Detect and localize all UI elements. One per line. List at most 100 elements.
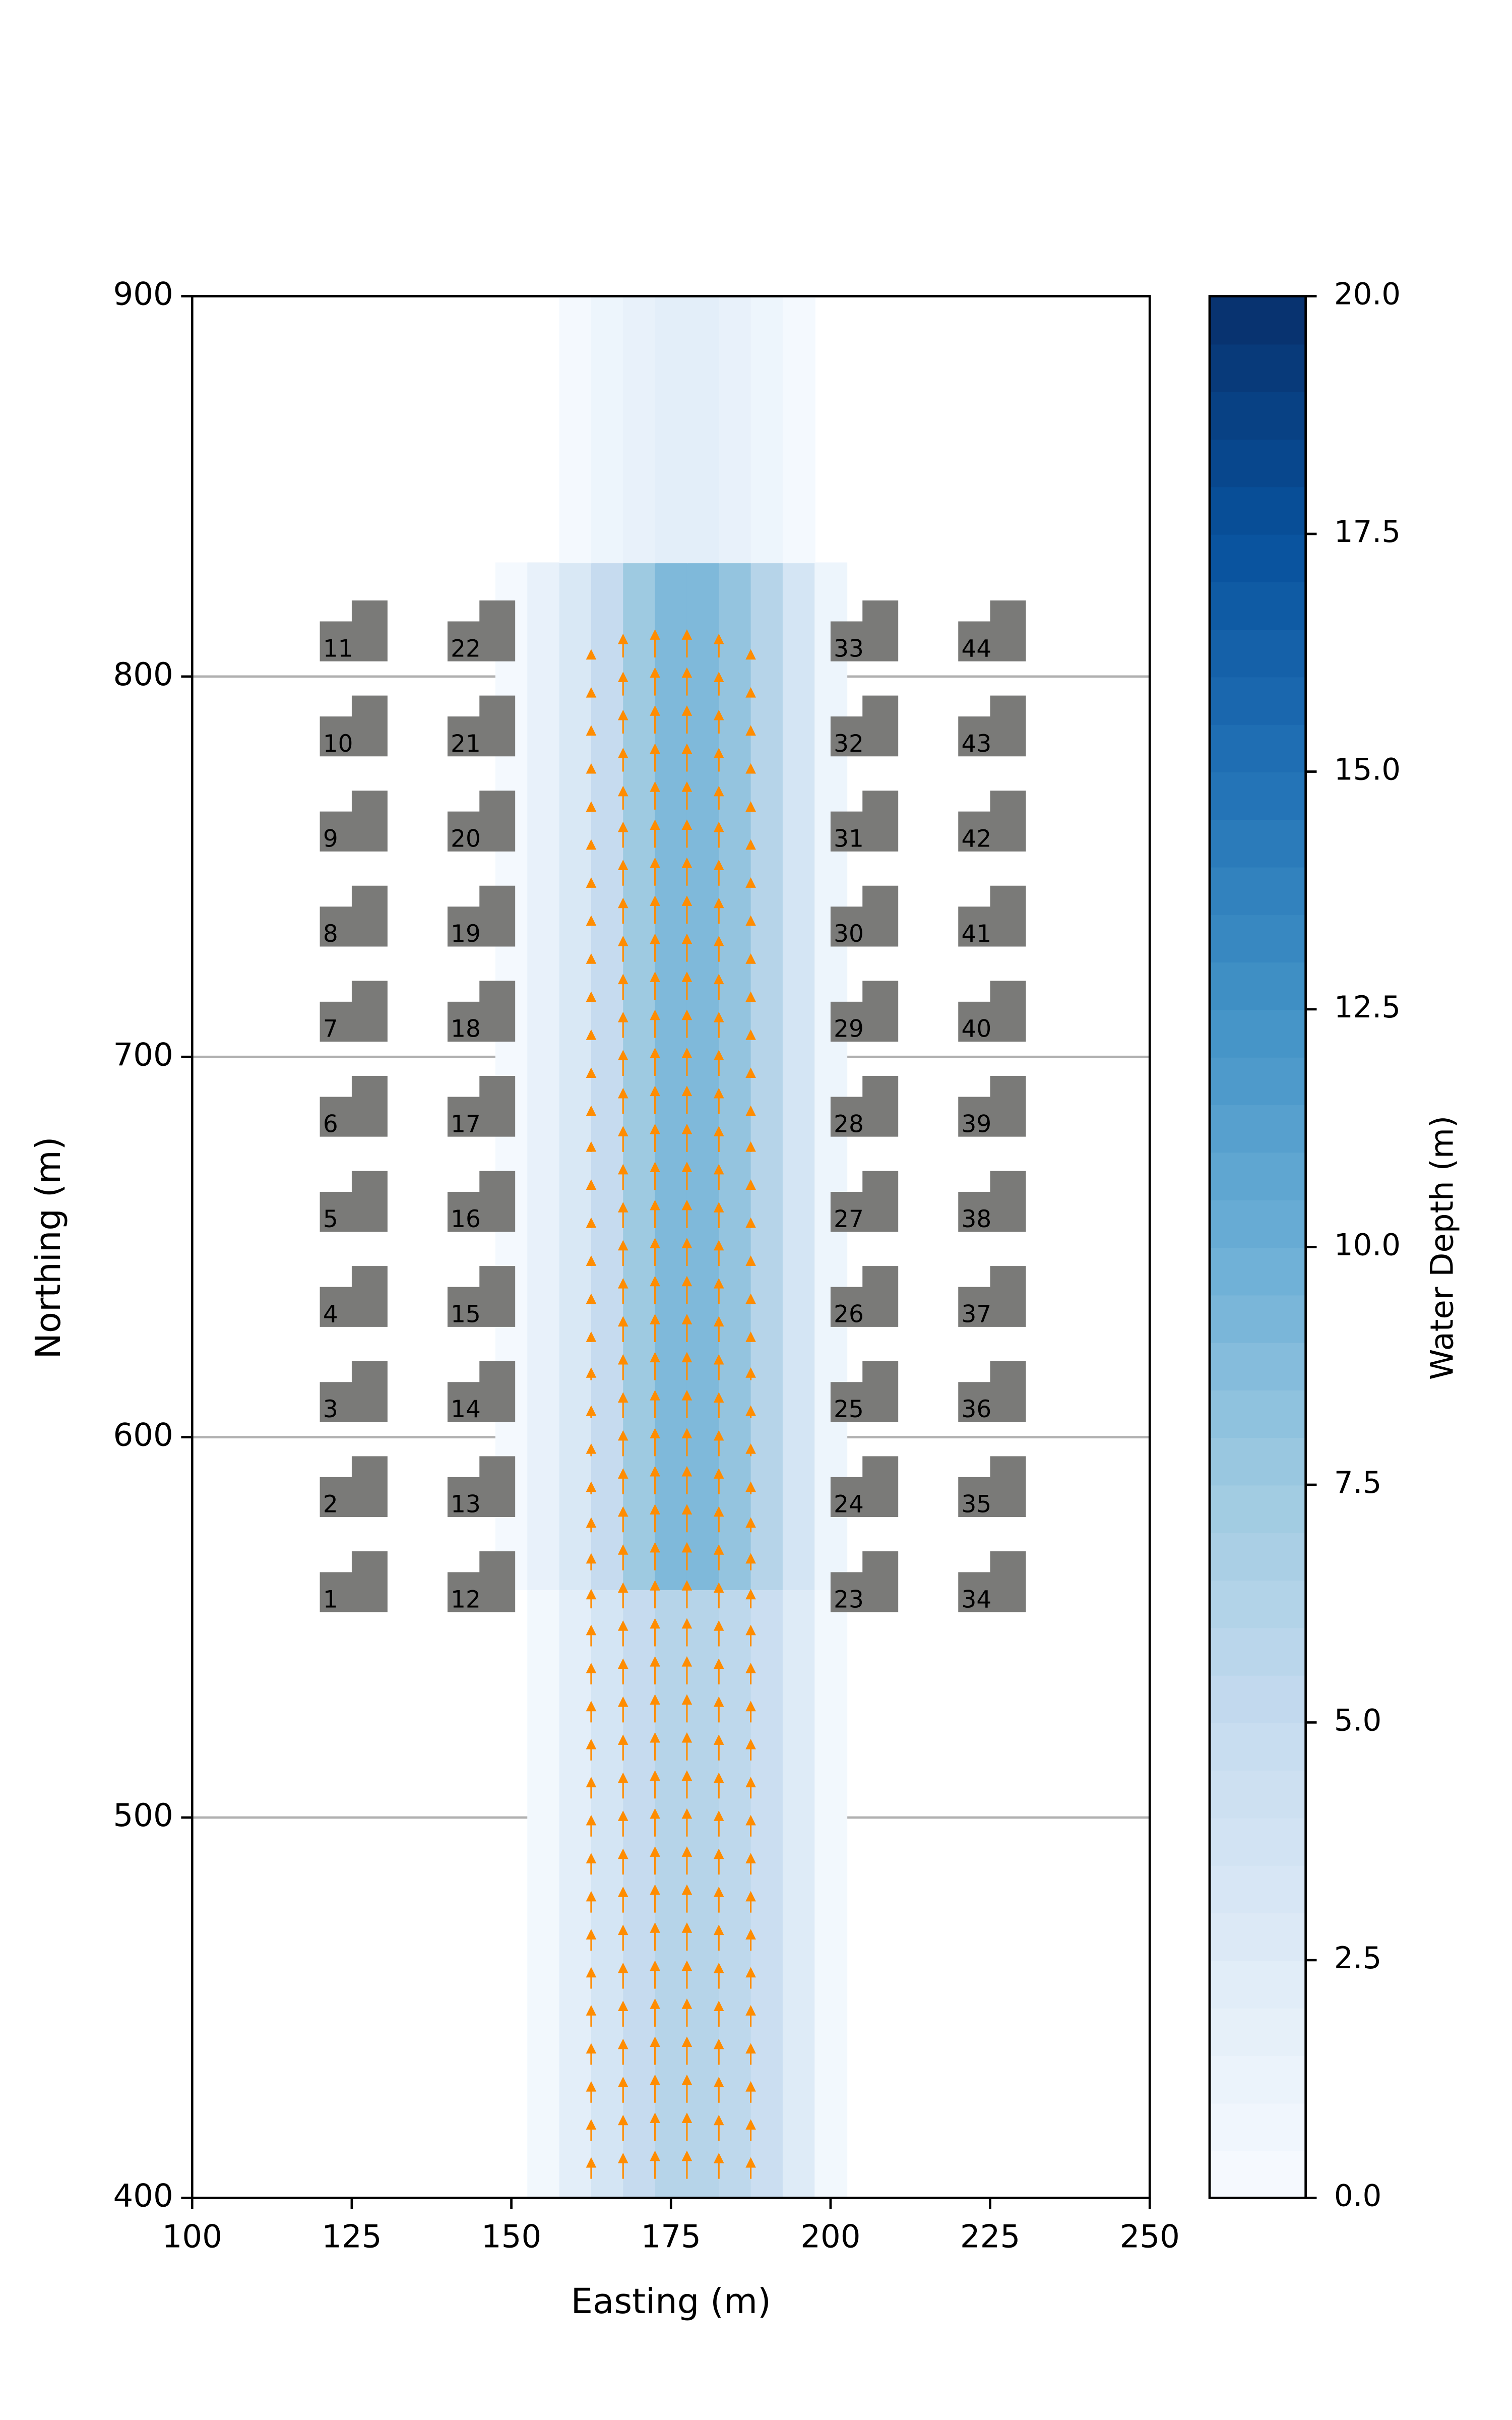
- velocity-arrow: [681, 1238, 692, 1266]
- colorbar-tick-label: 10.0: [1334, 1228, 1401, 1263]
- building: [830, 1361, 899, 1422]
- building: [320, 600, 388, 661]
- velocity-arrow: [681, 1846, 692, 1875]
- velocity-arrow: [745, 1553, 756, 1570]
- building: [320, 695, 388, 757]
- velocity-arrow: [681, 2112, 692, 2141]
- velocity-arrow: [681, 629, 692, 658]
- building: [447, 1171, 516, 1232]
- building-label: 16: [451, 1205, 481, 1233]
- colorbar-band: [1210, 1342, 1306, 1390]
- velocity-arrow: [745, 687, 756, 698]
- velocity-arrow: [713, 821, 724, 848]
- velocity-arrow: [681, 1656, 692, 1684]
- velocity-arrow: [713, 936, 724, 962]
- velocity-arrow: [617, 1848, 628, 1875]
- building-label: 29: [834, 1015, 864, 1043]
- velocity-arrow: [650, 1618, 660, 1647]
- velocity-arrow: [681, 933, 692, 962]
- velocity-arrow: [713, 1126, 724, 1152]
- velocity-arrow: [713, 1050, 724, 1076]
- velocity-arrow: [650, 1428, 660, 1457]
- velocity-arrow: [681, 1428, 692, 1457]
- building-label: 34: [962, 1586, 992, 1613]
- velocity-arrow: [681, 2036, 692, 2065]
- depth-cell: [782, 296, 815, 564]
- building: [320, 885, 388, 947]
- velocity-arrow: [586, 2119, 597, 2141]
- velocity-arrow: [650, 972, 660, 1000]
- building: [447, 600, 516, 661]
- building: [320, 1361, 388, 1422]
- velocity-arrow: [745, 2081, 756, 2103]
- velocity-arrow: [745, 1179, 756, 1190]
- building-label: 32: [834, 730, 864, 758]
- velocity-arrow: [586, 1663, 597, 1684]
- building: [447, 1551, 516, 1612]
- velocity-arrow: [745, 1624, 756, 1647]
- depth-cell: [559, 1589, 592, 2199]
- colorbar-band: [1210, 1818, 1306, 1866]
- depth-cell: [559, 296, 592, 564]
- velocity-arrow: [586, 801, 597, 812]
- building: [958, 981, 1026, 1042]
- velocity-arrow: [681, 1504, 692, 1533]
- velocity-arrow: [650, 1922, 660, 1951]
- velocity-arrow: [617, 1050, 628, 1076]
- velocity-arrow: [681, 1085, 692, 1114]
- velocity-arrow: [745, 1367, 756, 1380]
- depth-cell: [686, 296, 720, 564]
- colorbar-band: [1210, 581, 1306, 630]
- building-label: 15: [451, 1300, 481, 1328]
- colorbar-band: [1210, 1960, 1306, 2009]
- velocity-arrow: [617, 1620, 628, 1647]
- velocity-arrow: [586, 1067, 597, 1078]
- depth-cell: [527, 562, 560, 1590]
- depth-cell: [719, 296, 752, 564]
- building-label: 13: [451, 1491, 481, 1519]
- colorbar-band: [1210, 486, 1306, 535]
- velocity-arrow: [650, 1123, 660, 1152]
- velocity-arrow: [617, 1772, 628, 1799]
- velocity-arrow: [681, 1162, 692, 1190]
- velocity-arrow: [586, 1701, 597, 1723]
- y-tick-label: 500: [113, 1797, 173, 1834]
- velocity-arrow: [713, 1620, 724, 1647]
- velocity-arrow: [713, 1924, 724, 1951]
- velocity-arrow: [617, 1316, 628, 1343]
- velocity-arrow: [713, 2038, 724, 2065]
- building: [320, 791, 388, 852]
- x-tick-label: 125: [322, 2218, 382, 2255]
- velocity-arrow: [617, 672, 628, 696]
- building-label: 14: [451, 1396, 481, 1423]
- colorbar-band: [1210, 771, 1306, 820]
- x-tick-label: 200: [800, 2218, 860, 2255]
- building: [830, 1171, 899, 1232]
- velocity-arrow: [586, 1141, 597, 1152]
- velocity-arrow: [681, 1732, 692, 1761]
- velocity-arrow: [617, 974, 628, 1000]
- depth-cell: [719, 562, 752, 1590]
- building: [958, 600, 1026, 661]
- velocity-arrow: [617, 1240, 628, 1266]
- colorbar-tick-label: 2.5: [1334, 1941, 1381, 1976]
- depth-cell: [782, 562, 815, 1590]
- velocity-arrow: [650, 1542, 660, 1570]
- colorbar-band: [1210, 2008, 1306, 2056]
- building: [447, 791, 516, 852]
- building: [830, 791, 899, 852]
- depth-cell: [750, 296, 784, 564]
- velocity-arrow: [617, 1164, 628, 1190]
- velocity-arrow: [713, 672, 724, 696]
- velocity-arrow: [681, 895, 692, 924]
- velocity-arrow: [681, 1047, 692, 1076]
- building-label: 27: [834, 1205, 864, 1233]
- velocity-arrow: [586, 1553, 597, 1570]
- velocity-arrow: [713, 1278, 724, 1304]
- colorbar-band: [1210, 1294, 1306, 1343]
- velocity-arrow: [650, 781, 660, 810]
- velocity-arrow: [745, 915, 756, 926]
- velocity-arrow: [713, 709, 724, 734]
- building: [447, 1075, 516, 1137]
- velocity-arrow: [745, 2119, 756, 2141]
